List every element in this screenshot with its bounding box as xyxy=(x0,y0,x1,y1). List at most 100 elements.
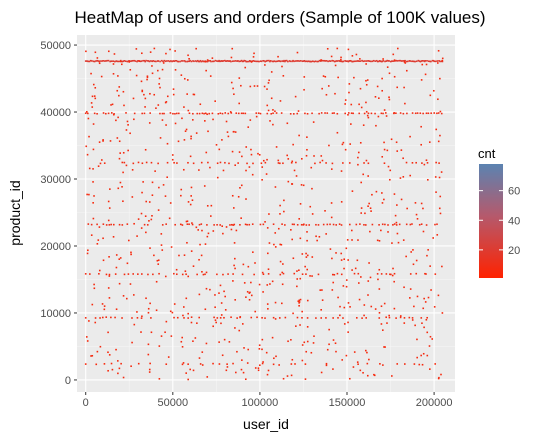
heatmap-tile xyxy=(411,112,414,114)
heatmap-tile xyxy=(106,59,109,62)
heatmap-tile xyxy=(164,275,167,278)
heatmap-tile xyxy=(347,112,350,114)
heatmap-tile xyxy=(244,223,247,226)
heatmap-tile xyxy=(137,273,139,275)
heatmap-tile xyxy=(277,162,280,164)
heatmap-tile xyxy=(294,60,297,62)
heatmap-tile xyxy=(220,322,222,325)
heatmap-tile xyxy=(146,78,148,81)
heatmap-tile xyxy=(365,159,368,162)
heatmap-tile xyxy=(212,362,214,365)
heatmap-tile xyxy=(100,75,103,78)
heatmap-tile xyxy=(388,316,391,319)
chart-title: HeatMap of users and orders (Sample of 1… xyxy=(74,8,485,27)
heatmap-tile xyxy=(303,76,306,78)
heatmap-tile xyxy=(342,60,345,63)
heatmap-tile xyxy=(169,112,172,114)
heatmap-tile xyxy=(170,335,173,337)
heatmap-tile xyxy=(157,259,160,262)
heatmap-tile xyxy=(439,77,441,80)
heatmap-tile xyxy=(291,183,293,185)
heatmap-tile xyxy=(236,317,238,319)
heatmap-tile xyxy=(176,316,179,319)
heatmap-tile xyxy=(182,314,184,317)
heatmap-tile xyxy=(207,232,210,235)
heatmap-tile xyxy=(255,115,258,118)
heatmap-tile xyxy=(186,241,188,244)
heatmap-tile xyxy=(306,254,309,257)
heatmap-tile xyxy=(321,159,324,162)
heatmap-tile xyxy=(332,339,335,341)
heatmap-tile xyxy=(368,60,371,62)
heatmap-tile xyxy=(244,60,247,62)
heatmap-tile xyxy=(144,97,147,100)
heatmap-tile xyxy=(127,124,129,126)
heatmap-tile xyxy=(422,352,425,355)
heatmap-tile xyxy=(84,112,87,115)
heatmap-tile xyxy=(340,224,343,226)
heatmap-tile xyxy=(434,176,437,178)
heatmap-tile xyxy=(364,212,366,215)
heatmap-tile xyxy=(268,79,270,82)
heatmap-tile xyxy=(204,112,207,115)
heatmap-tile xyxy=(324,112,326,114)
heatmap-tile xyxy=(239,60,242,63)
heatmap-tile xyxy=(267,82,270,84)
heatmap-tile xyxy=(383,302,386,305)
heatmap-tile xyxy=(92,148,95,151)
heatmap-tile xyxy=(110,362,113,365)
heatmap-tile xyxy=(343,306,346,309)
heatmap-tile xyxy=(149,92,151,95)
heatmap-tile xyxy=(269,60,271,63)
heatmap-tile xyxy=(416,356,418,359)
y-tick-label: 30000 xyxy=(40,174,71,186)
heatmap-tile xyxy=(107,287,110,289)
heatmap-tile xyxy=(393,112,395,115)
heatmap-tiles xyxy=(84,47,444,381)
heatmap-tile xyxy=(201,351,204,353)
heatmap-tile xyxy=(358,103,360,106)
heatmap-tile xyxy=(92,168,94,170)
heatmap-tile xyxy=(281,283,284,286)
heatmap-tile xyxy=(278,317,281,319)
heatmap-tile xyxy=(203,185,206,187)
heatmap-tile xyxy=(331,289,334,291)
heatmap-tile xyxy=(298,299,301,302)
heatmap-tile xyxy=(250,281,252,284)
heatmap-tile xyxy=(343,267,345,270)
heatmap-tile xyxy=(387,165,390,168)
x-tick-label: 100000 xyxy=(242,397,279,409)
heatmap-tile xyxy=(246,223,248,226)
heatmap-tile xyxy=(358,112,360,115)
heatmap-tile xyxy=(180,188,183,191)
heatmap-tile xyxy=(266,88,268,90)
heatmap-tile xyxy=(168,217,171,220)
heatmap-tile xyxy=(132,162,135,165)
heatmap-tile xyxy=(433,306,436,308)
heatmap-tile xyxy=(190,137,192,140)
heatmap-tile xyxy=(421,60,424,62)
heatmap-tile xyxy=(227,273,229,275)
heatmap-tile xyxy=(381,202,384,204)
heatmap-tile xyxy=(148,122,151,124)
heatmap-tile xyxy=(243,282,246,284)
heatmap-tile xyxy=(428,141,431,143)
heatmap-tile xyxy=(107,219,110,222)
heatmap-tile xyxy=(85,50,87,53)
heatmap-tile xyxy=(296,278,299,280)
heatmap-tile xyxy=(434,363,436,365)
heatmap-tile xyxy=(103,305,106,307)
heatmap-tile xyxy=(133,118,135,121)
heatmap-tile xyxy=(136,311,138,313)
heatmap-tile xyxy=(325,60,328,62)
heatmap-tile xyxy=(225,120,228,123)
heatmap-tile xyxy=(200,254,203,257)
heatmap-tile xyxy=(351,190,354,192)
heatmap-tile xyxy=(340,56,342,59)
heatmap-tile xyxy=(196,112,199,115)
heatmap-tile xyxy=(223,338,226,341)
heatmap-tile xyxy=(187,275,190,278)
heatmap-tile xyxy=(421,322,423,325)
heatmap-tile xyxy=(311,112,313,115)
heatmap-tile xyxy=(356,361,359,363)
